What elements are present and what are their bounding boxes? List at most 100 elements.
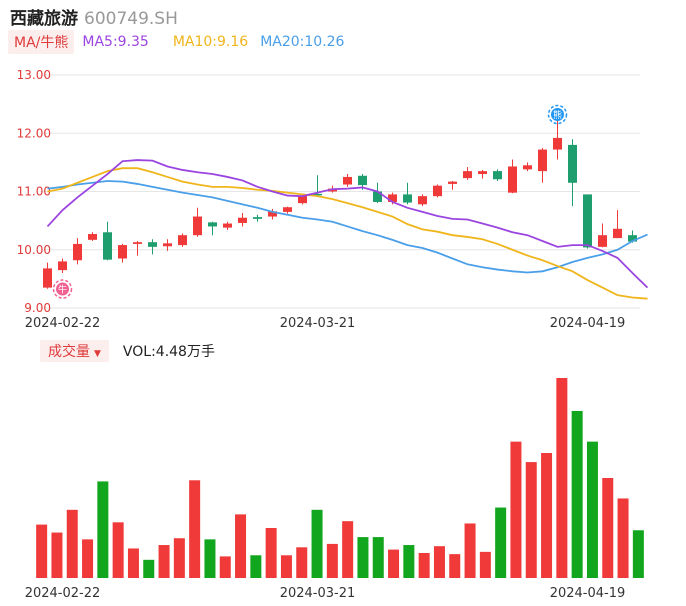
volume-bar xyxy=(342,521,354,578)
buy-marker-text: 牛 xyxy=(58,284,67,296)
candle-body xyxy=(508,166,517,193)
candle-body xyxy=(148,242,157,247)
volume-bar xyxy=(158,545,170,578)
ma-legend: MA/牛熊 MA5:9.35 MA10:9.16 MA20:10.26 xyxy=(8,30,344,54)
ma-indicator-selector[interactable]: MA/牛熊 xyxy=(8,30,75,54)
y-tick-label: 11.00 xyxy=(17,185,51,199)
volume-bar xyxy=(586,441,598,578)
candle-body xyxy=(208,222,217,227)
candle-body xyxy=(73,243,82,261)
volume-bar xyxy=(433,546,445,578)
candle-body xyxy=(118,245,127,259)
volume-bar xyxy=(311,509,323,578)
ma10-line xyxy=(47,167,648,300)
volume-bar xyxy=(388,549,400,578)
volume-bar xyxy=(357,537,369,578)
ma20-line xyxy=(47,180,648,274)
volume-bars xyxy=(36,378,644,578)
volume-bar xyxy=(479,551,491,578)
volume-bar xyxy=(82,539,94,578)
x-tick-label: 2024-03-21 xyxy=(280,586,356,601)
signal-markers: 牛熊 xyxy=(52,104,568,299)
volume-bar xyxy=(571,410,583,578)
candle-body xyxy=(493,171,502,180)
caret-down-icon: ▼ xyxy=(94,349,101,359)
y-tick-label: 13.00 xyxy=(17,68,51,82)
sell-marker-text: 熊 xyxy=(553,109,562,121)
buy-marker-dot xyxy=(56,282,69,296)
volume-bar xyxy=(525,462,537,578)
volume-bar xyxy=(464,523,476,578)
volume-bar xyxy=(617,498,629,578)
volume-bar xyxy=(326,543,338,578)
volume-bar xyxy=(219,556,231,578)
volume-bar xyxy=(204,539,216,578)
volume-bar xyxy=(265,528,277,578)
volume-indicator-selector[interactable]: 成交量 ▼ xyxy=(40,340,109,362)
candle-body xyxy=(583,194,592,248)
candle-body xyxy=(223,223,232,228)
candle-body xyxy=(418,196,427,205)
candle-body xyxy=(403,194,412,203)
candle-body xyxy=(103,232,112,260)
candle-body xyxy=(613,228,622,239)
candle-body xyxy=(313,193,322,196)
volume-bar xyxy=(250,555,262,578)
price-grid xyxy=(40,74,640,309)
moving-average-lines xyxy=(46,159,649,300)
candle-body xyxy=(373,191,382,202)
stock-header: 西藏旅游 600749.SH xyxy=(10,4,178,29)
candle-body xyxy=(523,165,532,170)
volume-legend: 成交量 ▼ VOL:4.48万手 xyxy=(40,340,215,362)
stock-code: 600749.SH xyxy=(84,9,178,29)
volume-bar xyxy=(510,441,522,578)
volume-date-axis: 2024-02-22 2024-03-21 2024-04-19 xyxy=(25,586,626,601)
volume-bar xyxy=(541,453,553,578)
candle-body xyxy=(463,171,472,179)
volume-bar xyxy=(495,507,507,578)
volume-label: 成交量 xyxy=(48,344,90,360)
candle-body xyxy=(43,268,52,288)
candle-body xyxy=(283,207,292,212)
x-tick-label: 2024-04-19 xyxy=(550,316,626,331)
volume-bar xyxy=(556,378,568,578)
candle-body xyxy=(178,235,187,246)
candle-body xyxy=(568,144,577,183)
volume-bar xyxy=(449,554,461,578)
candle-body xyxy=(628,235,637,242)
ma5-line xyxy=(46,159,649,289)
candle-body xyxy=(388,194,397,202)
volume-bar xyxy=(403,545,415,578)
candle-body xyxy=(298,195,307,204)
y-tick-label: 9.00 xyxy=(24,301,51,315)
price-date-axis: 2024-02-22 2024-03-21 2024-04-19 xyxy=(25,316,626,331)
stock-name: 西藏旅游 xyxy=(10,9,78,29)
candle-body xyxy=(478,171,487,175)
volume-bar xyxy=(36,524,48,578)
volume-bar xyxy=(143,559,155,578)
sell-marker-ring xyxy=(547,104,568,125)
price-axis: 13.00 12.00 11.00 10.00 9.00 xyxy=(17,68,51,315)
candle-body xyxy=(538,149,547,172)
volume-bar xyxy=(632,530,644,578)
ma20-legend: MA20:10.26 xyxy=(260,34,345,50)
candle-body xyxy=(238,217,247,223)
candle-body xyxy=(598,235,607,247)
volume-bar xyxy=(51,532,63,578)
buy-marker-ring xyxy=(52,279,73,299)
candle-body xyxy=(553,137,562,150)
x-tick-label: 2024-02-22 xyxy=(25,316,101,331)
y-tick-label: 12.00 xyxy=(17,126,51,140)
volume-bar xyxy=(602,478,614,578)
x-tick-label: 2024-03-21 xyxy=(280,316,356,331)
candle-body xyxy=(163,243,172,247)
volume-bar xyxy=(97,481,109,578)
ma10-legend: MA10:9.16 xyxy=(172,34,249,50)
ma5-legend: MA5:9.35 xyxy=(82,34,149,50)
volume-bar xyxy=(173,538,185,578)
x-tick-label: 2024-04-19 xyxy=(550,586,626,601)
volume-bar xyxy=(418,553,430,578)
sell-marker-dot xyxy=(551,108,564,122)
volume-bar xyxy=(127,548,139,578)
